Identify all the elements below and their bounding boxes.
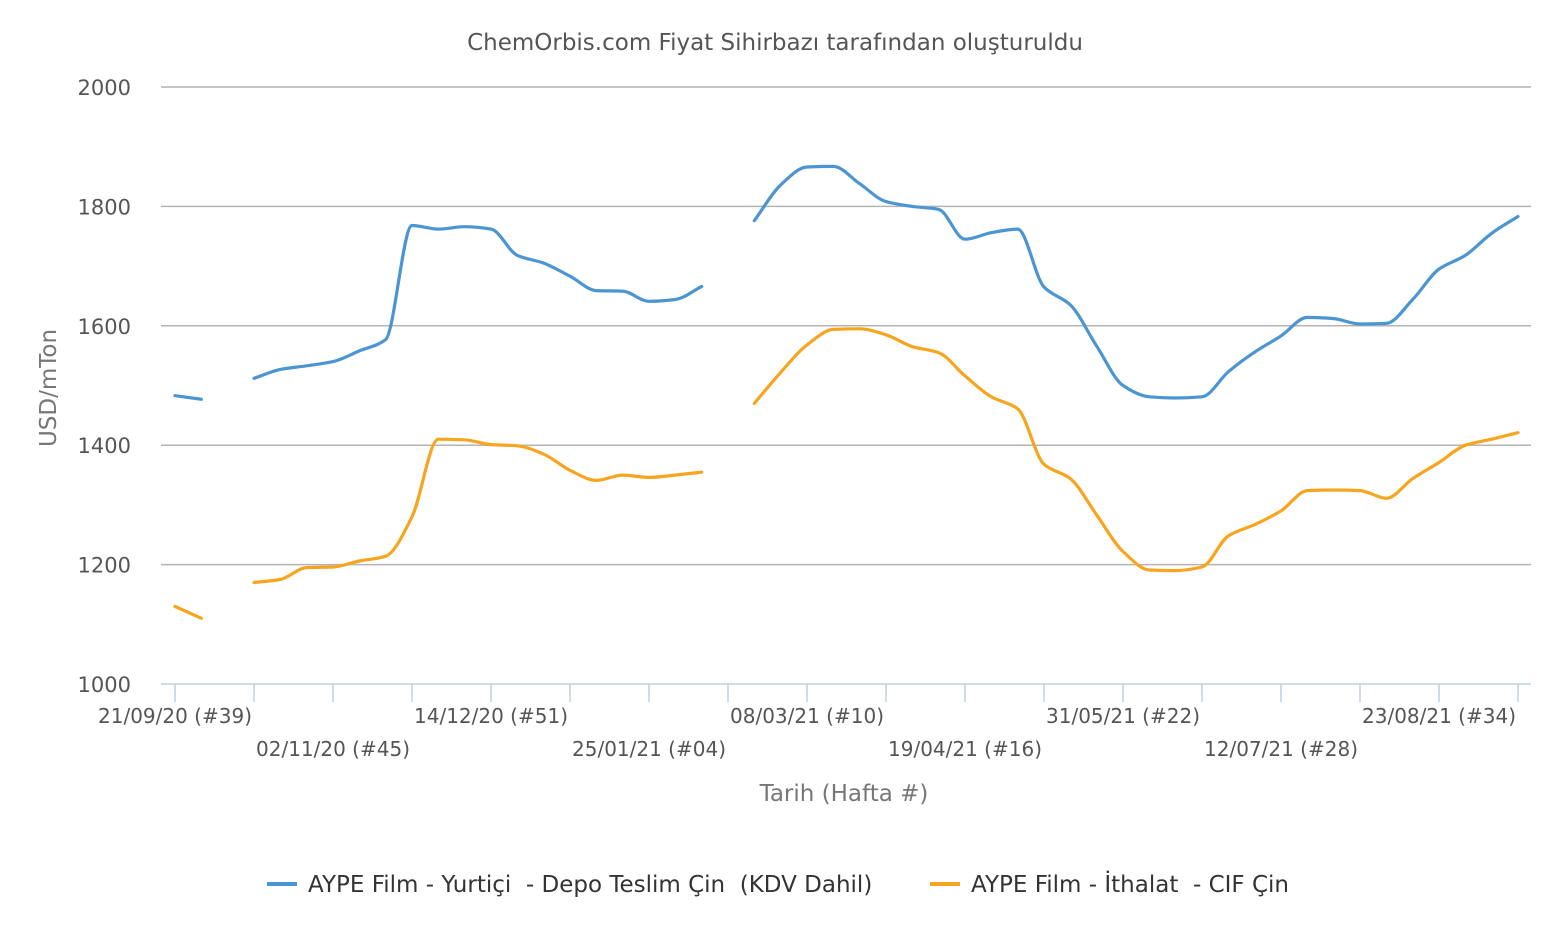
x-tick-label: 02/11/20 (#45) <box>256 737 410 761</box>
x-axis-ticks: 21/09/20 (#39)02/11/20 (#45)14/12/20 (#5… <box>98 684 1519 761</box>
x-tick-label: 23/08/21 (#34) <box>1362 704 1516 728</box>
series-1-segment-0 <box>173 604 203 620</box>
y-tick-label: 1200 <box>78 554 131 578</box>
x-tick-label: 12/07/21 (#28) <box>1204 737 1358 761</box>
x-tick-label: 19/04/21 (#16) <box>888 737 1042 761</box>
x-axis-title: Tarih (Hafta #) <box>759 781 929 807</box>
x-tick-label: 14/12/20 (#51) <box>414 704 568 728</box>
x-tick-label: 08/03/21 (#10) <box>730 704 884 728</box>
legend-item-domestic[interactable]: AYPE Film - Yurtiçi - Depo Teslim Çin (K… <box>267 872 872 898</box>
gridlines <box>161 86 1531 566</box>
y-tick-label: 1600 <box>78 315 131 339</box>
legend[interactable]: AYPE Film - Yurtiçi - Depo Teslim Çin (K… <box>267 870 1289 898</box>
y-tick-label: 1000 <box>78 673 131 697</box>
x-tick-label: 25/01/21 (#04) <box>572 737 726 761</box>
series-1-segment-2 <box>752 327 1520 573</box>
legend-item-import[interactable]: AYPE Film - İthalat - CIF Çin <box>930 870 1289 898</box>
series-0-segment-1 <box>252 223 704 380</box>
series-0-segment-2 <box>752 164 1520 400</box>
series-lines <box>173 164 1520 620</box>
y-axis-ticks: 1000 1200 1400 1600 1800 2000 <box>78 76 131 697</box>
legend-label-domestic: AYPE Film - Yurtiçi - Depo Teslim Çin (K… <box>308 872 872 898</box>
legend-label-import: AYPE Film - İthalat - CIF Çin <box>971 870 1289 898</box>
y-tick-label: 1800 <box>78 195 131 219</box>
series-1-segment-1 <box>252 437 704 585</box>
y-axis-title: USD/mTon <box>36 329 62 447</box>
x-tick-label: 21/09/20 (#39) <box>98 704 252 728</box>
y-tick-label: 1400 <box>78 434 131 458</box>
y-tick-label: 2000 <box>78 76 131 100</box>
series-0-segment-0 <box>173 394 203 401</box>
chart-subtitle: ChemOrbis.com Fiyat Sihirbazı tarafından… <box>467 30 1083 56</box>
x-tick-label: 31/05/21 (#22) <box>1046 704 1200 728</box>
